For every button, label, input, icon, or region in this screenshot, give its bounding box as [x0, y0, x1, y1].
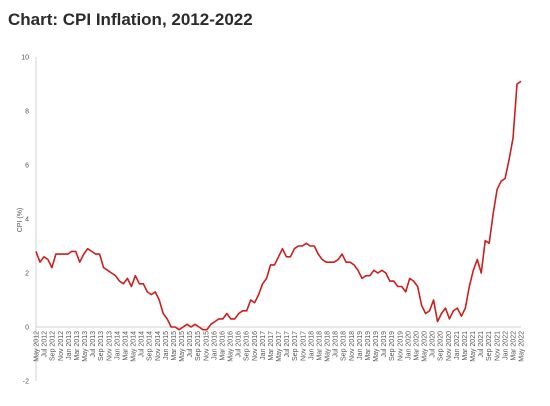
series-group: [35, 80, 522, 331]
y-tick-label: 0: [25, 325, 29, 332]
x-tick-label: Sep 2016: [244, 331, 251, 361]
x-tick-label: Nov 2018: [349, 331, 356, 361]
x-tick-label: Mar 2022: [510, 331, 517, 361]
x-tick-label: Mar 2016: [219, 331, 226, 361]
x-tick-label: Jul 2018: [333, 331, 340, 358]
axes: [35, 57, 521, 381]
x-tick-label: May 2021: [470, 331, 477, 362]
x-tick-label: May 2019: [373, 331, 380, 362]
x-tick-label: Jan 2017: [260, 331, 267, 360]
y-tick-label: 10: [21, 55, 29, 62]
x-tick-label: Jul 2020: [430, 331, 437, 358]
x-tick-label: Jan 2019: [357, 331, 364, 360]
x-tick-label: Mar 2021: [462, 331, 469, 361]
x-tick-label: Nov 2019: [397, 331, 404, 361]
y-axis-label: CPI (%): [17, 208, 24, 233]
x-tick-label: May 2015: [179, 331, 186, 362]
x-tick-labels: May 2012 Jul 2012 Sep 2012 Nov 2012 Jan 2013…: [34, 331, 526, 362]
x-tick-label: May 2012: [34, 331, 41, 362]
x-tick-label: Jan 2018: [308, 331, 315, 360]
x-tick-label: Jan 2016: [211, 331, 218, 360]
x-tick-label: Sep 2017: [292, 331, 299, 361]
x-tick-label: Nov 2012: [58, 331, 65, 361]
x-tick-label: Nov 2021: [494, 331, 501, 361]
x-tick-label: Sep 2015: [195, 331, 202, 361]
x-tick-label: Sep 2013: [98, 331, 105, 361]
x-tick-label: Nov 2020: [446, 331, 453, 361]
x-tick-label: Mar 2015: [171, 331, 178, 361]
x-tick-label: Jul 2013: [90, 331, 97, 358]
x-tick-label: May 2016: [228, 331, 235, 362]
y-tick-labels: 10 8 6 4 2 0 -2: [21, 55, 29, 386]
x-tick-label: Nov 2014: [155, 331, 162, 361]
x-tick-label: Jul 2015: [187, 331, 194, 358]
x-tick-label: May 2022: [519, 331, 526, 362]
x-tick-label: Mar 2020: [413, 331, 420, 361]
x-tick-label: Nov 2017: [300, 331, 307, 361]
cpi-series-line: [35, 80, 522, 331]
x-tick-label: Jul 2016: [236, 331, 243, 358]
x-tick-label: Nov 2016: [252, 331, 259, 361]
x-tick-label: May 2018: [325, 331, 332, 362]
x-tick-label: Jul 2021: [478, 331, 485, 358]
x-tick-label: Jan 2022: [502, 331, 509, 360]
x-tick-label: Jul 2019: [381, 331, 388, 358]
x-tick-label: Jan 2014: [114, 331, 121, 360]
x-tick-label: Sep 2021: [486, 331, 493, 361]
x-tick-label: Mar 2019: [365, 331, 372, 361]
x-tick-label: May 2014: [131, 331, 138, 362]
x-tick-label: Mar 2013: [74, 331, 81, 361]
x-tick-label: Jan 2021: [454, 331, 461, 360]
x-tick-label: Sep 2012: [50, 331, 57, 361]
x-tick-label: Mar 2018: [316, 331, 323, 361]
x-tick-label: Sep 2018: [341, 331, 348, 361]
x-tick-label: May 2017: [276, 331, 283, 362]
y-tick-label: 6: [25, 163, 29, 170]
x-tick-label: Jan 2020: [405, 331, 412, 360]
x-tick-label: Jul 2012: [42, 331, 49, 358]
x-tick-label: Nov 2015: [203, 331, 210, 361]
x-tick-label: Sep 2020: [438, 331, 445, 361]
y-tick-label: -2: [23, 379, 29, 386]
y-tick-label: 4: [25, 217, 29, 224]
x-tick-label: Jan 2015: [163, 331, 170, 360]
x-tick-label: May 2013: [82, 331, 89, 362]
y-tick-label: 2: [25, 271, 29, 278]
x-tick-label: Sep 2019: [389, 331, 396, 361]
x-tick-label: Sep 2014: [147, 331, 154, 361]
x-tick-label: Jul 2017: [284, 331, 291, 358]
y-tick-label: 8: [25, 109, 29, 116]
x-tick-label: Nov 2013: [106, 331, 113, 361]
x-tick-label: May 2020: [422, 331, 429, 362]
x-tick-label: Jan 2013: [66, 331, 73, 360]
x-tick-label: Mar 2014: [122, 331, 129, 361]
x-tick-label: Jul 2014: [139, 331, 146, 358]
x-tick-label: Mar 2017: [268, 331, 275, 361]
page-title: Chart: CPI Inflation, 2012-2022: [8, 10, 253, 29]
